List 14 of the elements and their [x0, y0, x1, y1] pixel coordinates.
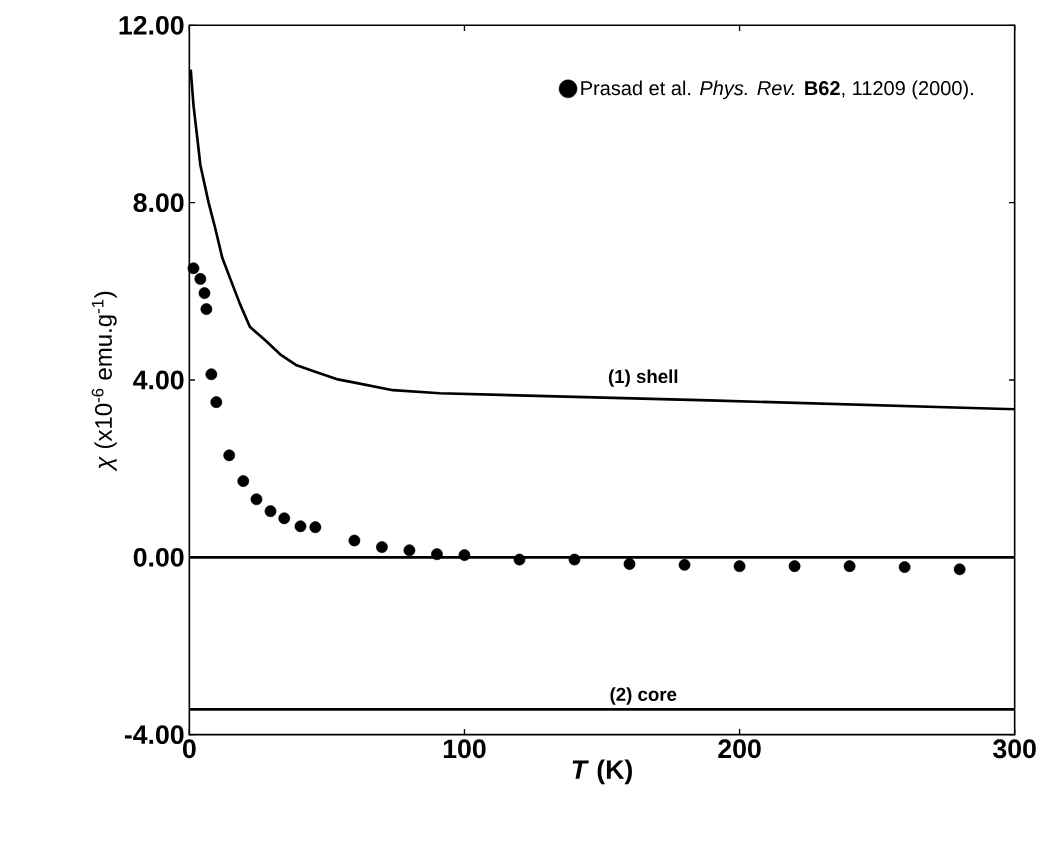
y-axis-title: χ (x10$^{-6}$ emu.g$^{-1}$): [91, 291, 117, 472]
series-label: (1) shell: [608, 369, 678, 387]
y-tick-label: 8.00: [133, 193, 184, 213]
x-tick-label: 0: [182, 739, 196, 759]
y-tick-label: 4.00: [133, 370, 184, 390]
legend-label: Prasad et al. Phys. Rev. B62, 11209 (2000).: [581, 80, 973, 100]
y-tick-label: 0.00: [133, 547, 184, 567]
x-tick-label: 200: [718, 739, 761, 759]
y-tick-label: -4.00: [124, 725, 184, 745]
ref-line-label: (2) core: [610, 687, 677, 705]
x-tick-label: 300: [993, 739, 1036, 759]
x-axis-title: T (K): [572, 759, 632, 785]
y-tick-label: 12.00: [119, 15, 184, 35]
x-tick-label: 100: [443, 739, 486, 759]
